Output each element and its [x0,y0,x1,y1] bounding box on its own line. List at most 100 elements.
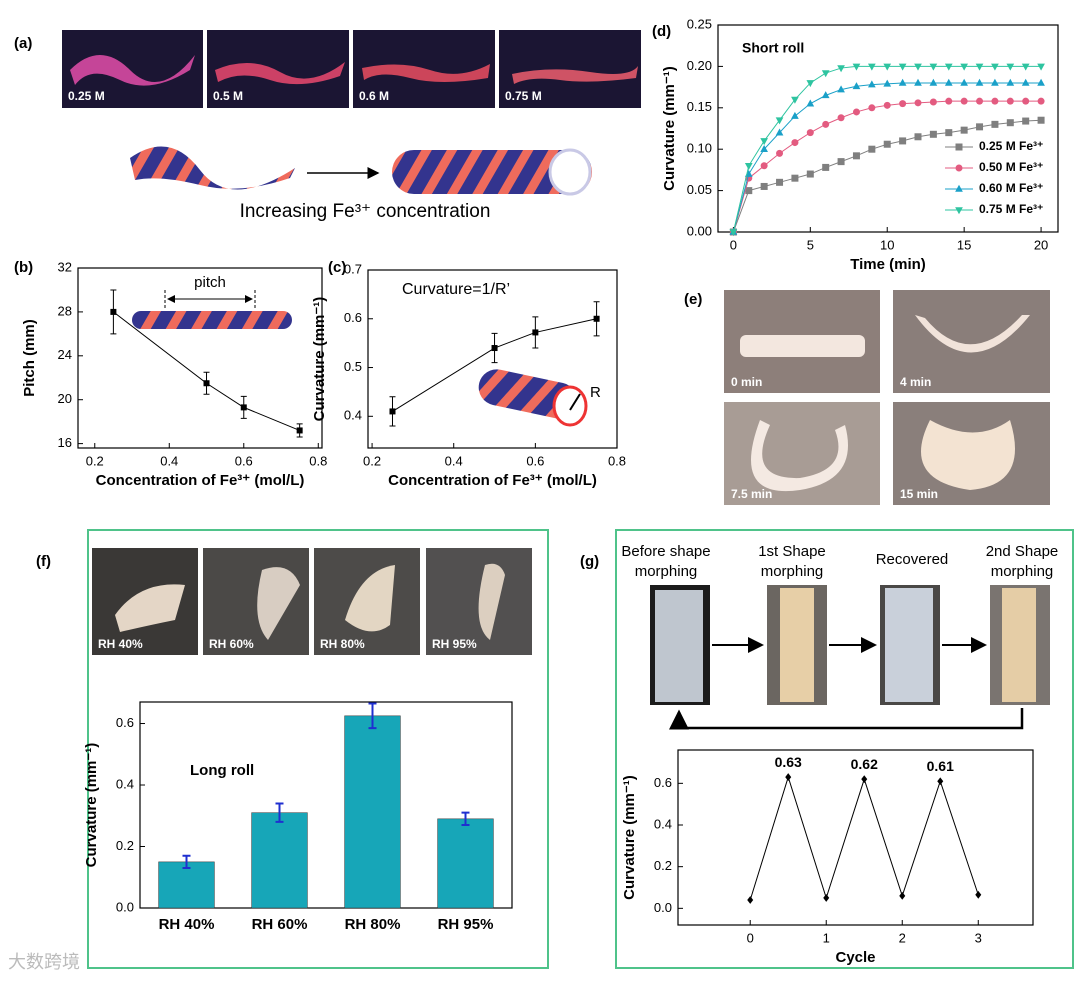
y-axis-label: Curvature (mm⁻¹) [621,775,638,900]
x-axis-label: Time (min) [850,256,926,273]
data-label: 0.62 [851,756,878,772]
x-tick-label: 5 [807,237,814,252]
plot-frame [717,24,1059,233]
data-point [791,174,799,182]
data-point [785,773,792,781]
data-point [491,345,498,352]
data-point [110,308,117,315]
data-label: 0.63 [775,754,802,770]
x-tick-label: 0.8 [309,453,327,468]
x-tick-label: 0 [730,237,737,252]
data-point [744,162,753,170]
photo-label: RH 40% [98,637,143,651]
data-point [593,315,600,322]
data-point [976,97,984,105]
y-axis-label: Curvature (mm⁻¹) [311,297,328,422]
photo-label: 4 min [900,375,931,389]
error-bar [275,802,284,823]
data-line [392,318,597,412]
y-axis-label: Curvature (mm⁻¹) [83,743,100,868]
photo-label: 0.75 M [505,89,542,103]
data-point [914,99,922,107]
data-point [960,126,968,134]
bar [251,812,308,909]
plot-frame [367,269,618,449]
x-tick-label: 1 [823,930,830,945]
data-point [861,775,868,784]
photo-label: 0.5 M [213,89,243,103]
data-point [883,101,891,109]
data-point [868,104,876,112]
y-tick-label: 0.0 [116,899,134,914]
x-tick-label: RH 40% [159,916,215,933]
panel-frame [615,529,1074,969]
data-point [822,163,830,171]
data-point [960,97,968,105]
data-point [914,63,922,71]
data-point [945,97,953,105]
x-tick-label: 2 [899,930,906,945]
data-point [914,78,922,86]
data-point [823,894,830,902]
data-point [975,63,984,71]
data-point [883,140,891,148]
data-label: 0.61 [927,758,954,774]
panel-label: (c) [328,259,346,276]
data-point [944,63,953,71]
x-tick-label: 15 [957,237,971,252]
data-point [760,145,769,152]
panel-frame [87,529,549,969]
data-line [113,311,300,431]
y-axis-label: Curvature (mm⁻¹) [661,66,678,191]
data-point [852,152,860,160]
roll-illustration [478,369,588,427]
y-tick-label: 28 [58,303,72,318]
plot-frame [77,267,323,449]
data-point [929,130,937,138]
data-point [806,80,815,88]
data-point [852,82,861,90]
photo-label: 15 min [900,487,938,501]
data-point [899,891,906,900]
data-point [760,162,768,170]
data-point [975,78,984,86]
x-axis-label: Concentration of Fe³⁺ (mol/L) [388,472,597,489]
data-point [776,178,784,186]
data-point [960,78,969,86]
legend-marker [955,143,963,151]
step-label: Before shape morphing [621,543,710,580]
data-point [791,96,799,104]
photo-label: RH 80% [320,637,365,651]
data-point [837,158,845,166]
data-point [868,145,876,153]
data-point [532,329,539,336]
data-point [837,85,845,93]
data-point [1006,119,1014,127]
legend-label: 0.50 M Fe³⁺ [979,160,1043,174]
data-point [776,149,784,157]
legend-label: 0.60 M Fe³⁺ [979,181,1043,195]
y-tick-label: 0.0 [654,900,672,915]
data-point [240,404,247,411]
data-point [1037,116,1045,124]
data-point [296,427,303,434]
plot-frame [139,701,513,909]
x-tick-label: RH 95% [438,916,494,933]
data-point [898,63,907,71]
ribbon-illustration [130,146,592,196]
data-point [883,79,892,87]
annotation: Long roll [190,762,254,779]
legend-marker [955,164,963,172]
data-point [1006,97,1014,105]
step-label: 2nd Shape morphing [986,543,1059,580]
legend-marker [955,207,963,215]
y-tick-label: 0.10 [687,141,712,156]
data-point [991,120,999,128]
data-point [775,117,784,125]
error-bar [368,702,377,730]
y-tick-label: 0.5 [344,359,362,374]
data-point [1006,78,1015,86]
x-tick-label: 0.4 [445,453,463,468]
data-point [899,100,907,108]
